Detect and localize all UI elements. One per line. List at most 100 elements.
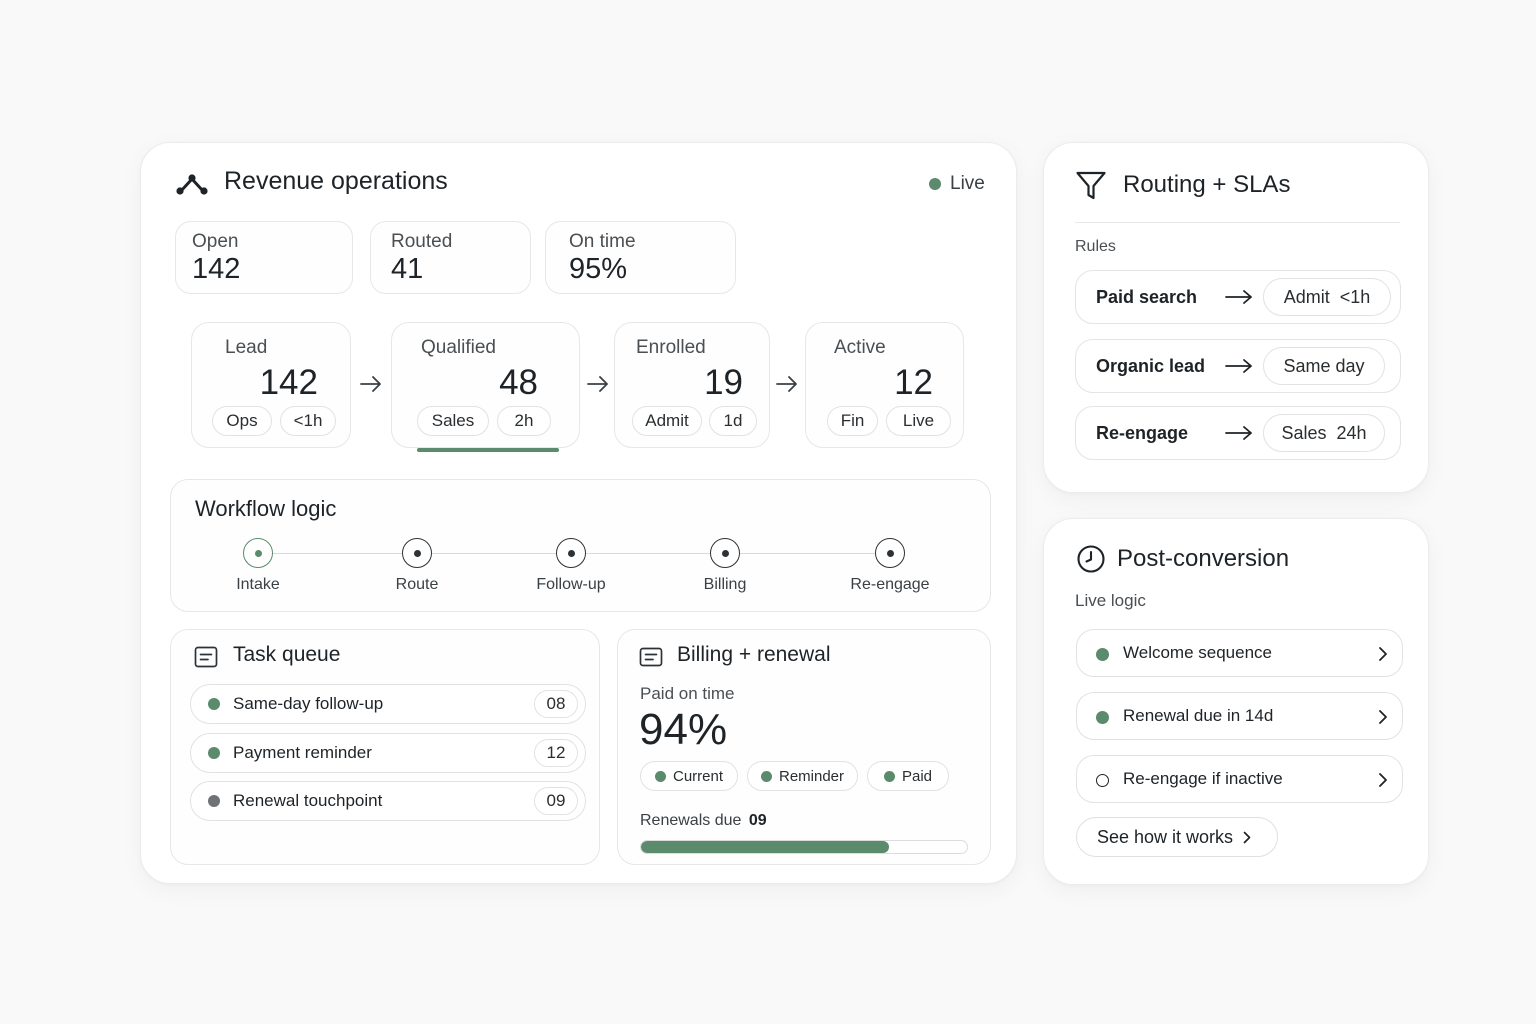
stage-value: 19 — [704, 363, 743, 402]
page-title: Revenue operations — [224, 167, 448, 195]
billing-title: Billing + renewal — [677, 643, 831, 666]
live-status: Live — [929, 173, 985, 195]
divider — [1075, 222, 1400, 223]
list-icon — [194, 646, 218, 668]
arrow-right-icon — [1224, 424, 1254, 442]
stage-label: Active — [834, 337, 886, 358]
stage-sla-tag: <1h — [280, 406, 336, 436]
workflow-node-re-engage[interactable] — [875, 538, 905, 568]
renewals-due: Renewals due 09 — [640, 812, 767, 830]
arrow-right-icon — [1224, 357, 1254, 375]
workflow-step-label: Follow-up — [536, 576, 606, 593]
task-count-badge: 12 — [534, 739, 578, 767]
task-count-badge: 08 — [534, 690, 578, 718]
stage-label: Qualified — [421, 337, 496, 358]
post-conversion-card: Post-conversion Live logic Welcome seque… — [1043, 518, 1429, 885]
stage-value: 48 — [499, 363, 538, 402]
revenue-icon — [175, 171, 209, 197]
renewal-progress-fill — [641, 841, 889, 853]
stage-enrolled[interactable]: Enrolled 19 Admit 1d — [614, 322, 770, 448]
status-dot — [208, 698, 220, 710]
stat-value: 142 — [192, 253, 241, 285]
routing-rule[interactable]: Organic lead Same day — [1075, 339, 1401, 393]
stat-routed: Routed 41 — [370, 221, 531, 294]
workflow-title: Workflow logic — [195, 496, 337, 521]
stage-value: 142 — [259, 363, 318, 402]
stage-value: 12 — [894, 363, 933, 402]
routing-rule[interactable]: Re-engage Sales 24h — [1075, 406, 1401, 460]
workflow-step-label: Billing — [703, 576, 747, 593]
task-label: Same-day follow-up — [233, 694, 384, 713]
status-dot-outline — [1096, 774, 1109, 787]
chevron-right-icon — [1378, 772, 1388, 788]
workflow-node-intake[interactable] — [243, 538, 273, 568]
chevron-right-icon — [1378, 646, 1388, 662]
stage-owner-tag: Fin — [827, 406, 878, 436]
status-dot — [1096, 648, 1109, 661]
workflow-node-billing[interactable] — [710, 538, 740, 568]
post-conversion-item[interactable]: Renewal due in 14d — [1076, 692, 1403, 740]
stage-label: Lead — [225, 337, 268, 358]
rules-label: Rules — [1075, 238, 1116, 255]
item-label: Welcome sequence — [1123, 643, 1272, 662]
stat-label: Open — [192, 231, 239, 252]
cta-label: See how it works — [1097, 826, 1234, 847]
rule-target: Same day — [1263, 347, 1385, 385]
workflow-step-label: Re-engage — [850, 576, 930, 593]
stage-sla-tag: Live — [886, 406, 951, 436]
status-dot — [1096, 711, 1109, 724]
arrow-right-icon — [359, 374, 383, 394]
stage-sla-tag: 2h — [497, 406, 551, 436]
task-label: Payment reminder — [233, 743, 372, 762]
live-label: Live — [950, 173, 985, 194]
billing-icon — [639, 647, 663, 667]
task-row[interactable]: Payment reminder 12 — [190, 733, 586, 773]
stage-qualified[interactable]: Qualified 48 Sales 2h — [391, 322, 580, 448]
billing-renewal-panel: Billing + renewal Paid on time 94% Curre… — [617, 629, 991, 865]
workflow-step-label: Route — [395, 576, 439, 593]
task-count-badge: 09 — [534, 787, 578, 815]
stage-owner-tag: Sales — [417, 406, 489, 436]
chevron-right-icon — [1378, 709, 1388, 725]
tag-current: Current — [640, 761, 738, 791]
item-label: Renewal due in 14d — [1123, 706, 1274, 725]
arrow-right-icon — [775, 374, 799, 394]
workflow-step-label: Intake — [236, 576, 280, 593]
post-conversion-title: Post-conversion — [1117, 545, 1290, 572]
status-dot — [208, 747, 220, 759]
routing-title: Routing + SLAs — [1123, 171, 1291, 198]
renewals-count: 09 — [748, 812, 767, 829]
stat-value: 95% — [569, 253, 628, 285]
routing-rule[interactable]: Paid search Admit <1h — [1075, 270, 1401, 324]
active-stage-indicator — [417, 448, 559, 452]
rule-target: Sales 24h — [1263, 414, 1385, 452]
stage-label: Enrolled — [636, 337, 706, 358]
workflow-node-follow-up[interactable] — [556, 538, 586, 568]
see-how-it-works-button[interactable]: See how it works — [1076, 817, 1278, 857]
rule-target: Admit <1h — [1263, 278, 1391, 316]
chevron-right-icon — [1243, 831, 1251, 844]
item-label: Re-engage if inactive — [1123, 769, 1283, 788]
stage-active[interactable]: Active 12 Fin Live — [805, 322, 964, 448]
task-row[interactable]: Renewal touchpoint 09 — [190, 781, 586, 821]
stage-owner-tag: Ops — [212, 406, 272, 436]
rule-source: Re-engage — [1096, 423, 1189, 443]
renewals-label: Renewals due — [640, 812, 742, 829]
stat-value: 41 — [391, 253, 424, 285]
post-conversion-item[interactable]: Re-engage if inactive — [1076, 755, 1403, 803]
status-dot — [208, 795, 220, 807]
workflow-node-route[interactable] — [402, 538, 432, 568]
task-label: Renewal touchpoint — [233, 791, 383, 810]
stat-label: Routed — [391, 231, 453, 252]
tag-reminder: Reminder — [747, 761, 858, 791]
live-dot — [929, 178, 941, 190]
task-queue-panel: Task queue Same-day follow-up 08 Payment… — [170, 629, 600, 865]
stage-owner-tag: Admit — [632, 406, 702, 436]
task-row[interactable]: Same-day follow-up 08 — [190, 684, 586, 724]
arrow-right-icon — [586, 374, 610, 394]
tag-paid: Paid — [867, 761, 949, 791]
task-queue-title: Task queue — [233, 643, 341, 666]
stage-lead[interactable]: Lead 142 Ops <1h — [191, 322, 351, 448]
rule-source: Paid search — [1096, 287, 1198, 307]
post-conversion-item[interactable]: Welcome sequence — [1076, 629, 1403, 677]
